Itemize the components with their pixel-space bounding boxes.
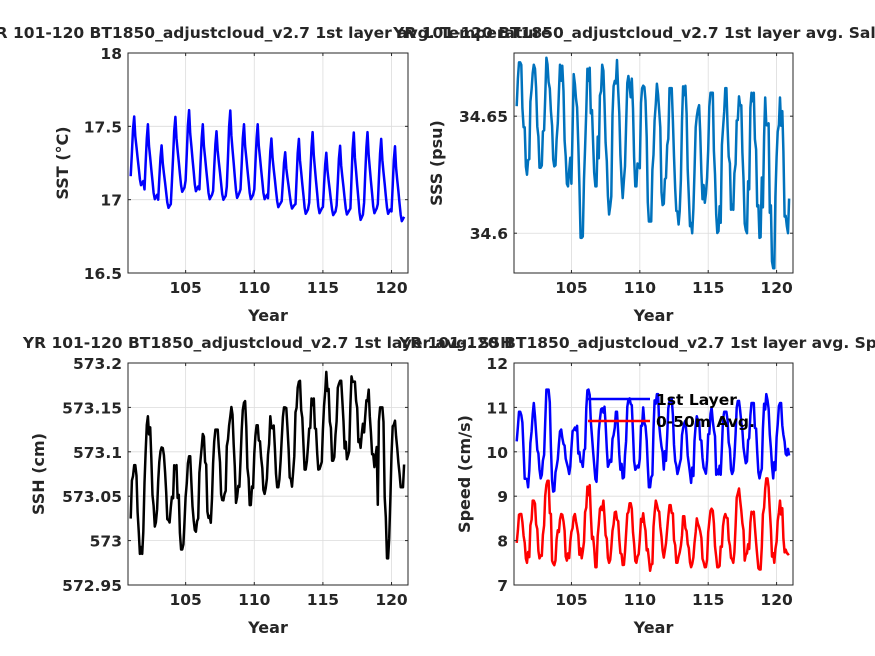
- y-tick-label: 18: [100, 45, 122, 63]
- axes-frame: [513, 52, 794, 274]
- y-tick-label: 10: [486, 444, 508, 462]
- y-tick-label: 34.6: [470, 225, 508, 243]
- x-tick-label: 120: [760, 279, 793, 297]
- axes-frame: [127, 362, 409, 586]
- y-axis-label: SST (°C): [53, 126, 72, 199]
- x-tick-label: 105: [169, 279, 201, 297]
- x-tick-label: 115: [692, 279, 724, 297]
- x-axis-label: Year: [247, 306, 288, 325]
- y-tick-label: 12: [486, 355, 508, 373]
- y-tick-label: 573.2: [73, 355, 122, 373]
- x-axis-label: Year: [633, 306, 674, 325]
- legend: 1st Layer 0-50m Avg.: [588, 391, 755, 431]
- x-tick-label: 105: [169, 591, 201, 609]
- y-tick-label: 34.65: [459, 108, 508, 126]
- series-line-1: [129, 370, 406, 560]
- axes-frame: [127, 52, 409, 274]
- y-tick-label: 572.95: [62, 577, 122, 595]
- x-tick-label: 120: [375, 279, 408, 297]
- y-tick-label: 16.5: [84, 265, 122, 283]
- y-tick-label: 8: [497, 533, 508, 551]
- y-tick-label: 11: [486, 399, 508, 417]
- y-axis-label: Speed (cm/s): [455, 415, 474, 533]
- y-tick-label: 17.5: [84, 118, 122, 136]
- series-line-2: [515, 477, 790, 573]
- y-tick-label: 9: [497, 488, 508, 506]
- y-tick-label: 573.05: [62, 488, 122, 506]
- legend-label-1: 1st Layer: [656, 391, 737, 409]
- x-tick-label: 110: [624, 279, 657, 297]
- y-tick-label: 17: [100, 192, 122, 210]
- y-tick-label: 573: [90, 533, 122, 551]
- x-tick-label: 110: [238, 279, 271, 297]
- plot-area: [128, 53, 408, 273]
- y-tick-label: 573.15: [62, 399, 122, 417]
- y-axis-label: SSH (cm): [29, 433, 48, 515]
- series-line-1: [515, 388, 791, 493]
- plot-title: YR 101-120 BT1850_adjustcloud_v2.7 1st l…: [398, 334, 875, 352]
- x-tick-label: 110: [624, 591, 657, 609]
- plot-title: YR 101-120 BT1850_adjustcloud_v2.7 1st l…: [392, 24, 875, 42]
- x-axis-label: Year: [633, 618, 674, 637]
- x-tick-label: 120: [375, 591, 408, 609]
- subplot-4: 105 110 115 120 7 8 9 10 11 12 Year Speed (cm/s) YR …: [398, 334, 875, 637]
- y-tick-label: 573.1: [73, 444, 122, 462]
- y-tick-label: 7: [497, 577, 508, 595]
- x-tick-label: 115: [307, 279, 339, 297]
- subplot-1: 105 110 115 120 16.5 17 17.5 18 Year SST (°C) YR 1…: [0, 24, 552, 325]
- x-tick-label: 105: [555, 279, 587, 297]
- x-tick-label: 105: [555, 591, 587, 609]
- legend-label-2: 0-50m Avg.: [656, 413, 755, 431]
- subplot-2: 105 110 115 120 34.6 34.65 Year SSS (psu) YR 101…: [392, 24, 875, 325]
- x-tick-label: 120: [760, 591, 793, 609]
- series-line-1: [515, 56, 791, 270]
- x-tick-label: 115: [307, 591, 339, 609]
- series-line-1: [129, 108, 406, 223]
- x-tick-label: 110: [238, 591, 271, 609]
- plot-title: YR 101-120 BT1850_adjustcloud_v2.7 1st l…: [22, 334, 513, 352]
- plot-title: YR 101-120 BT1850_adjustcloud_v2.7 1st l…: [0, 24, 552, 42]
- subplot-3: 105 110 115 120 572.95 573 573.05 573.1 573.15 57…: [22, 334, 513, 637]
- x-tick-label: 115: [692, 591, 724, 609]
- y-axis-label: SSS (psu): [427, 120, 446, 206]
- x-axis-label: Year: [247, 618, 288, 637]
- axes-frame: [513, 362, 794, 586]
